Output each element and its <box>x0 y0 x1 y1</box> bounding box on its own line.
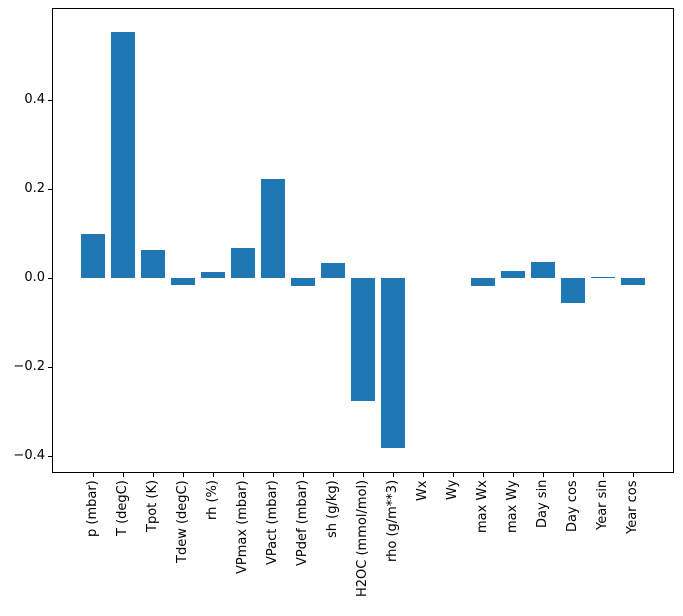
bar-day-cos <box>561 278 585 303</box>
x-tick-label-h2oc-mmol-mol: H2OC (mmol/mol) <box>355 480 370 598</box>
x-tick-mark <box>153 473 154 477</box>
bar-h2oc-mmol-mol <box>351 278 375 401</box>
x-tick-mark <box>303 473 304 477</box>
x-tick-mark <box>633 473 634 477</box>
bar-max-wx <box>471 278 495 286</box>
y-tick-mark <box>48 367 52 368</box>
x-tick-label-vpdef-mbar: VPdef (mbar) <box>295 480 310 567</box>
x-tick-label-max-wy: max Wy <box>505 480 520 533</box>
x-tick-mark <box>243 473 244 477</box>
x-tick-label-tpot-k: Tpot (K) <box>145 480 160 533</box>
x-tick-mark <box>603 473 604 477</box>
x-tick-label-max-wx: max Wx <box>475 480 490 534</box>
plot-area <box>52 8 674 473</box>
x-tick-mark <box>183 473 184 477</box>
x-tick-mark <box>573 473 574 477</box>
y-tick-label-0.2: 0.2 <box>24 181 45 196</box>
x-tick-mark <box>423 473 424 477</box>
bar-p-mbar <box>81 234 105 278</box>
bar-vpmax-mbar <box>231 248 255 278</box>
x-tick-mark <box>333 473 334 477</box>
x-tick-mark <box>273 473 274 477</box>
x-tick-label-p-mbar: p (mbar) <box>85 480 100 537</box>
x-tick-mark <box>363 473 364 477</box>
bar-tdew-degc <box>171 278 195 285</box>
x-tick-mark <box>453 473 454 477</box>
x-tick-label-wy: Wy <box>445 480 460 501</box>
bar-tpot-k <box>141 250 165 278</box>
bar-rh <box>201 272 225 278</box>
x-tick-mark <box>483 473 484 477</box>
x-tick-label-wx: Wx <box>415 480 430 501</box>
bar-max-wy <box>501 271 525 278</box>
y-tick-mark <box>48 189 52 190</box>
x-tick-label-day-cos: Day cos <box>565 480 580 532</box>
x-tick-label-tdew-degc: Tdew (degC) <box>175 480 190 563</box>
x-tick-mark <box>393 473 394 477</box>
y-tick-label--0.4: −0.4 <box>13 448 45 463</box>
y-tick-label--0.2: −0.2 <box>13 359 45 374</box>
x-tick-label-day-sin: Day sin <box>535 480 550 529</box>
y-tick-label-0.4: 0.4 <box>24 92 45 107</box>
bar-t-degc <box>111 32 135 278</box>
bar-year-cos <box>621 278 645 285</box>
x-tick-label-year-sin: Year sin <box>595 480 610 531</box>
bar-rho-g-m-3 <box>381 278 405 448</box>
x-tick-label-year-cos: Year cos <box>625 480 640 534</box>
x-tick-mark <box>93 473 94 477</box>
bar-year-sin <box>591 277 615 278</box>
bar-day-sin <box>531 262 555 278</box>
bar-sh-g-kg <box>321 263 345 278</box>
x-tick-label-rh: rh (%) <box>205 480 220 520</box>
x-tick-label-vpact-mbar: VPact (mbar) <box>265 480 280 565</box>
y-tick-label-0: 0.0 <box>24 270 45 285</box>
x-tick-mark <box>123 473 124 477</box>
x-tick-mark <box>213 473 214 477</box>
x-tick-label-rho-g-m-3: rho (g/m**3) <box>385 480 400 563</box>
bar-vpdef-mbar <box>291 278 315 286</box>
x-tick-label-t-degc: T (degC) <box>115 480 130 536</box>
x-tick-mark <box>513 473 514 477</box>
y-tick-mark <box>48 100 52 101</box>
bar-vpact-mbar <box>261 179 285 278</box>
y-tick-mark <box>48 456 52 457</box>
x-tick-mark <box>543 473 544 477</box>
x-tick-label-sh-g-kg: sh (g/kg) <box>325 480 340 538</box>
x-tick-label-vpmax-mbar: VPmax (mbar) <box>235 480 250 574</box>
y-tick-mark <box>48 278 52 279</box>
